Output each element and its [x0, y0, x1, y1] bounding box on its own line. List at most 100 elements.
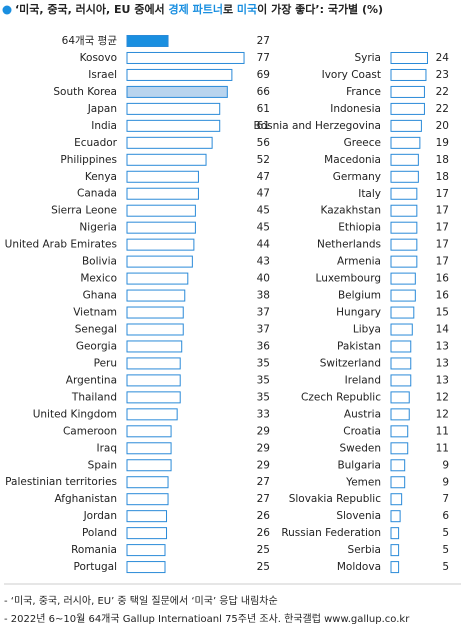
category-label: Ghana — [83, 290, 117, 302]
value-label: 29 — [257, 459, 270, 471]
bar — [390, 527, 400, 540]
bar — [390, 289, 416, 302]
category-label: Romania — [71, 544, 117, 556]
bar — [126, 187, 199, 200]
category-label: Japan — [87, 103, 117, 115]
bar — [390, 425, 409, 438]
category-label: Bolivia — [82, 256, 117, 268]
value-label: 13 — [436, 357, 449, 369]
value-label: 77 — [257, 52, 270, 64]
bar — [126, 340, 183, 353]
category-label: Sweden — [340, 442, 382, 454]
value-label: 11 — [436, 442, 449, 454]
chart-title: ‘미국, 중국, 러시아, EU 중에서 경제 파트너로 미국이 가장 좋다’:… — [15, 2, 383, 16]
value-label: 56 — [257, 137, 271, 149]
title-part: 이 가장 좋다’: 국가별 (%) — [257, 2, 383, 16]
value-label: 6 — [442, 510, 449, 522]
value-label: 11 — [436, 425, 449, 437]
bar — [126, 527, 168, 540]
value-label: 26 — [257, 510, 271, 522]
bar — [126, 425, 172, 438]
category-label: Bosnia and Herzegovina — [254, 120, 382, 132]
bar — [126, 493, 169, 506]
value-label: 26 — [257, 527, 271, 539]
value-label: 27 — [257, 493, 270, 505]
category-label: India — [91, 120, 117, 132]
bar — [390, 102, 425, 115]
category-label: Palestinian territories — [5, 476, 117, 488]
value-label: 5 — [442, 544, 449, 556]
value-label: 61 — [257, 103, 270, 115]
category-label: Bulgaria — [337, 459, 381, 471]
value-label: 5 — [442, 527, 449, 539]
category-label: 64개국 평균 — [62, 35, 118, 47]
category-label: Vietnam — [73, 307, 117, 319]
bar — [390, 323, 413, 336]
category-label: Syria — [354, 52, 381, 64]
category-label: Georgia — [76, 340, 117, 352]
title-part: 경제 파트너 — [169, 2, 223, 16]
bar — [126, 238, 195, 251]
note: - 2022년 6~10월 64개국 Gallup Internatioanl … — [4, 613, 410, 625]
bar — [390, 136, 421, 149]
bar — [390, 255, 418, 268]
value-label: 15 — [436, 307, 449, 319]
bar — [390, 459, 406, 472]
bar — [126, 85, 228, 98]
category-label: United Arab Emirates — [5, 239, 117, 251]
category-label: Kosovo — [80, 52, 117, 64]
category-label: France — [346, 86, 381, 98]
category-label: Moldova — [337, 561, 381, 573]
category-label: Canada — [77, 188, 117, 200]
bar — [390, 544, 400, 557]
category-label: Pakistan — [337, 340, 381, 352]
value-label: 22 — [436, 103, 449, 115]
bar — [126, 68, 233, 81]
value-label: 33 — [257, 408, 270, 420]
category-label: Belgium — [338, 290, 381, 302]
category-label: Iraq — [96, 442, 117, 454]
value-label: 7 — [442, 493, 449, 505]
title-part: 로 — [223, 3, 237, 16]
title-part: 미국 — [237, 2, 257, 16]
value-label: 35 — [257, 391, 270, 403]
category-label: Netherlands — [317, 239, 381, 251]
bar — [390, 374, 412, 387]
value-label: 17 — [436, 188, 449, 200]
bar — [390, 510, 401, 523]
value-label: 45 — [257, 205, 270, 217]
category-label: Israel — [88, 69, 117, 81]
bar — [126, 102, 221, 115]
category-label: Italy — [358, 188, 381, 200]
bar — [126, 255, 193, 268]
category-label: Slovakia Republic — [289, 493, 382, 505]
category-label: Mexico — [80, 273, 117, 285]
category-label: Argentina — [66, 374, 117, 386]
category-label: Armenia — [337, 256, 381, 268]
title-bullet — [2, 5, 12, 15]
category-label: Indonesia — [330, 103, 381, 115]
bar — [126, 51, 245, 64]
value-label: 9 — [442, 476, 449, 488]
value-label: 9 — [442, 459, 449, 471]
bar — [390, 391, 410, 404]
bar — [126, 323, 184, 336]
value-label: 61 — [257, 120, 270, 132]
value-label: 16 — [436, 273, 450, 285]
value-label: 17 — [436, 239, 449, 251]
category-label: Germany — [333, 171, 381, 183]
category-label: Austria — [344, 408, 381, 420]
category-label: Greece — [344, 137, 381, 149]
value-label: 17 — [436, 256, 449, 268]
bar — [126, 374, 181, 387]
value-label: 12 — [436, 391, 449, 403]
category-label: Serbia — [348, 544, 381, 556]
value-label: 35 — [257, 374, 270, 386]
category-label: Croatia — [343, 425, 381, 437]
bar — [390, 357, 412, 370]
category-label: Slovenia — [336, 510, 381, 522]
bar — [390, 68, 427, 81]
value-label: 66 — [257, 86, 271, 98]
value-label: 18 — [436, 154, 449, 166]
note: - ‘미국, 중국, 러시아, EU’ 중 택일 질문에서 ‘미국’ 응답 내림… — [4, 595, 278, 607]
